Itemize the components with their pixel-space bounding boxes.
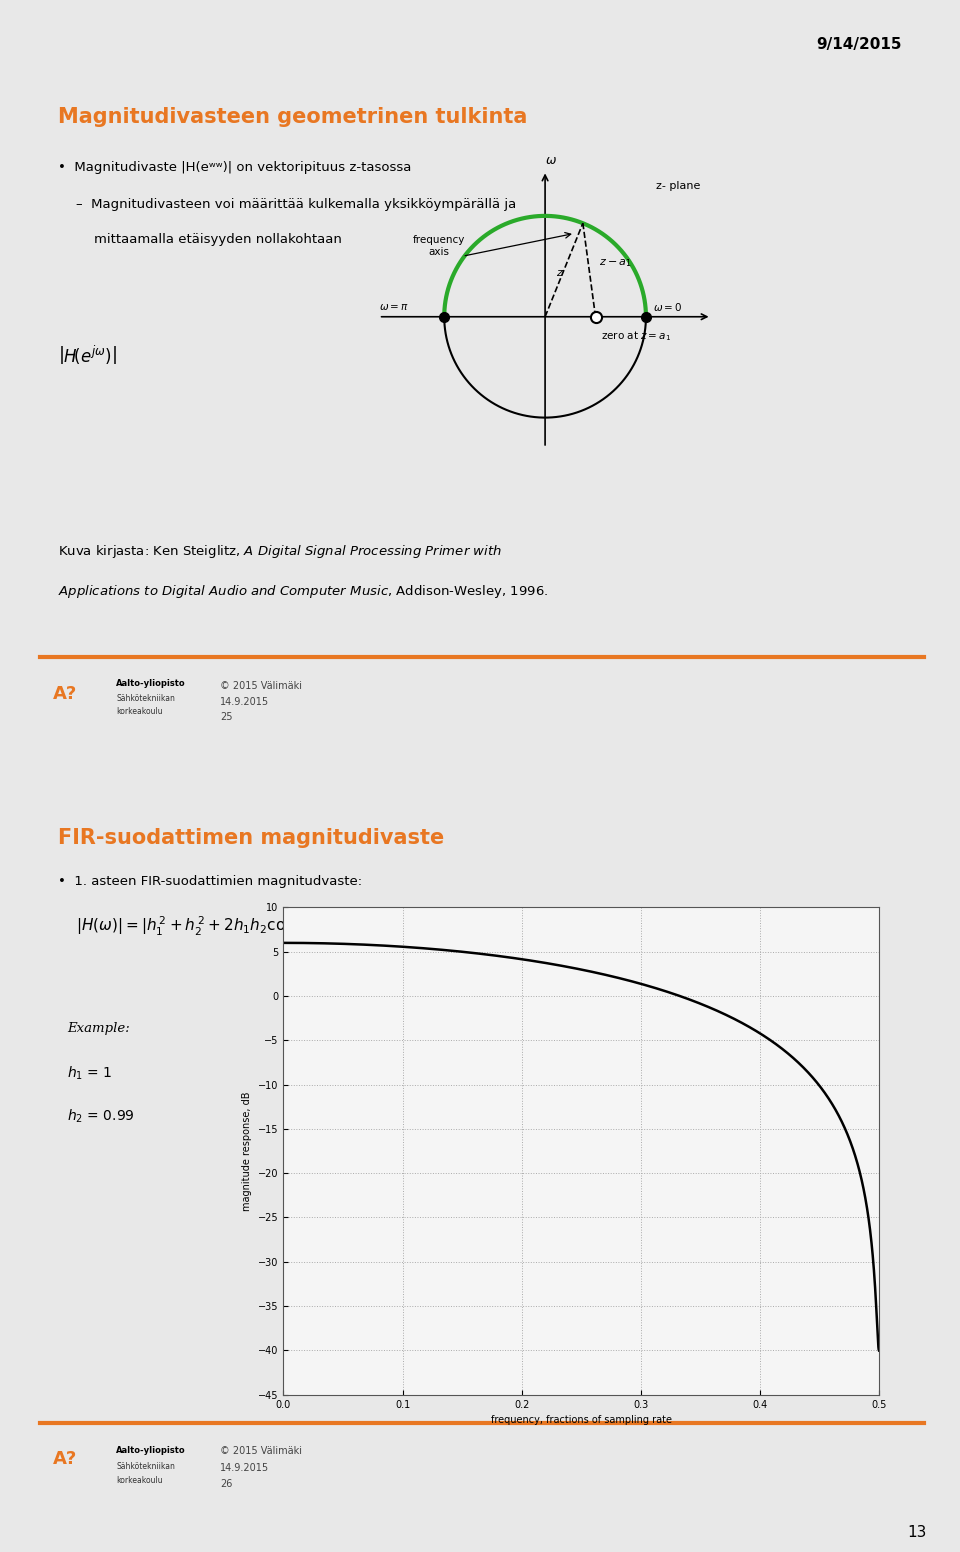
Text: $h_1$ = 1: $h_1$ = 1 xyxy=(67,1065,112,1082)
Text: Magnitudivasteen geometrinen tulkinta: Magnitudivasteen geometrinen tulkinta xyxy=(58,107,527,127)
Text: $\omega = \pi$: $\omega = \pi$ xyxy=(378,301,409,312)
Text: $\left|H\!\left(e^{j\omega}\right)\right|$: $\left|H\!\left(e^{j\omega}\right)\right… xyxy=(58,343,117,366)
X-axis label: frequency, fractions of sampling rate: frequency, fractions of sampling rate xyxy=(491,1415,672,1425)
Text: •  1. asteen FIR-suodattimien magnitudvaste:: • 1. asteen FIR-suodattimien magnitudvas… xyxy=(58,875,362,888)
Text: Kuva kirjasta: Ken Steiglitz, $\it{A}$ $\it{Digital}$ $\it{Signal}$ $\it{Process: Kuva kirjasta: Ken Steiglitz, $\it{A}$ $… xyxy=(58,543,502,560)
Text: © 2015 Välimäki: © 2015 Välimäki xyxy=(220,1446,302,1456)
Text: Sähkötekniikan: Sähkötekniikan xyxy=(116,1462,176,1471)
Text: 14.9.2015: 14.9.2015 xyxy=(220,697,270,706)
Text: $\omega = 0$: $\omega = 0$ xyxy=(653,301,683,312)
Text: zero at $z = a_1$: zero at $z = a_1$ xyxy=(601,329,670,343)
Text: z- plane: z- plane xyxy=(656,180,701,191)
Text: frequency
axis: frequency axis xyxy=(413,236,466,258)
Text: A?: A? xyxy=(54,684,78,703)
Text: A?: A? xyxy=(54,1450,78,1468)
Text: korkeakoulu: korkeakoulu xyxy=(116,1476,163,1485)
Text: 13: 13 xyxy=(907,1524,926,1540)
Text: z: z xyxy=(557,268,563,278)
Text: $\it{Applications}$ $\it{to}$ $\it{Digital}$ $\it{Audio}$ $\it{and}$ $\it{Comput: $\it{Applications}$ $\it{to}$ $\it{Digit… xyxy=(58,584,548,601)
Text: 26: 26 xyxy=(220,1479,232,1490)
Text: Aalto-yliopisto: Aalto-yliopisto xyxy=(116,680,186,688)
Text: $z - a_1$: $z - a_1$ xyxy=(599,258,632,268)
Text: –  Magnitudivasteen voi määrittää kulkemalla yksikköympärällä ja: – Magnitudivasteen voi määrittää kulkema… xyxy=(76,197,516,211)
Text: $\omega$: $\omega$ xyxy=(545,155,557,168)
Text: 14.9.2015: 14.9.2015 xyxy=(220,1464,270,1473)
Text: Sähkötekniikan: Sähkötekniikan xyxy=(116,694,176,703)
Text: •  Magnitudivaste |H(eʷʷ)| on vektoripituus z-tasossa: • Magnitudivaste |H(eʷʷ)| on vektoripitu… xyxy=(58,161,411,174)
Text: 25: 25 xyxy=(220,712,232,722)
Text: mittaamalla etäisyyden nollakohtaan: mittaamalla etäisyyden nollakohtaan xyxy=(94,233,342,245)
Text: FIR-suodattimen magnitudivaste: FIR-suodattimen magnitudivaste xyxy=(58,829,444,849)
Text: Example:: Example: xyxy=(67,1021,130,1035)
Text: © 2015 Välimäki: © 2015 Välimäki xyxy=(220,681,302,691)
Y-axis label: magnitude response, dB: magnitude response, dB xyxy=(242,1091,252,1211)
Text: $|H(\omega)| = |h_1^{\,2} + h_2^{\,2} + 2h_1 h_2\cos(\omega)|^{1/2}$: $|H(\omega)| = |h_1^{\,2} + h_2^{\,2} + … xyxy=(76,914,340,937)
Text: 9/14/2015: 9/14/2015 xyxy=(816,37,902,53)
Text: korkeakoulu: korkeakoulu xyxy=(116,708,163,717)
Text: Aalto-yliopisto: Aalto-yliopisto xyxy=(116,1446,186,1456)
Text: $h_2$ = 0.99: $h_2$ = 0.99 xyxy=(67,1108,134,1125)
